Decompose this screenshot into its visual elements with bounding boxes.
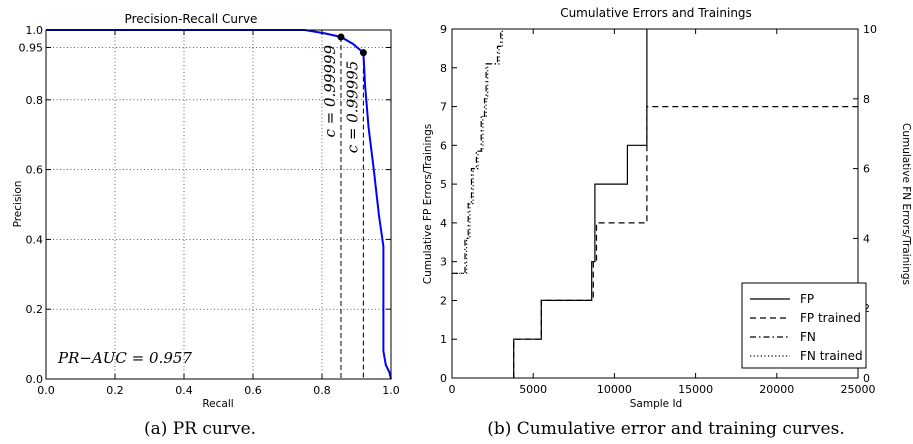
pr-threshold-marker bbox=[337, 33, 345, 41]
cumulative-left-y-tick-label: 7 bbox=[440, 101, 447, 114]
pr-curve-line bbox=[46, 29, 392, 380]
pr-auc-annotation: PR−AUC = 0.957 bbox=[57, 349, 192, 367]
pr-x-axis-label: Recall bbox=[202, 398, 233, 410]
pr-y-tick-label: 0.4 bbox=[26, 233, 44, 246]
pr-chart-title: Precision-Recall Curve bbox=[125, 12, 258, 26]
cumulative-right-y-tick-label: 6 bbox=[863, 163, 870, 176]
pr-x-tick-label: 0.0 bbox=[37, 384, 55, 397]
pr-threshold-label: c = 0.99999 bbox=[321, 45, 339, 138]
cumulative-right-y-tick-label: 4 bbox=[863, 232, 870, 245]
cumulative-left-y-tick-label: 1 bbox=[440, 333, 447, 346]
pr-threshold-label: c = 0.99995 bbox=[343, 61, 361, 154]
pr-chart: Precision-Recall Curve c = 0.99999 c = 0.… bbox=[12, 12, 400, 439]
cumulative-left-y-tick-label: 9 bbox=[440, 23, 447, 36]
cumulative-x-axis-label: Sample Id bbox=[630, 398, 682, 410]
cumulative-x-tick-label: 0 bbox=[449, 383, 456, 396]
pr-x-tick-label: 0.8 bbox=[313, 384, 331, 397]
legend-box bbox=[741, 282, 867, 369]
legend: FP FP trained FN FN trained bbox=[741, 282, 867, 369]
series-line-fp bbox=[513, 29, 648, 378]
cumulative-left-y-axis-label: Cumulative FP Errors/Trainings bbox=[422, 124, 434, 284]
cumulative-x-tick-label: 5000 bbox=[519, 383, 547, 396]
cumulative-left-y-tick-label: 4 bbox=[440, 217, 447, 230]
cumulative-axes-frame bbox=[451, 28, 859, 379]
series-line-fp-trained bbox=[513, 106, 858, 378]
legend-label: FP trained bbox=[800, 311, 861, 325]
cumulative-left-y-tick-label: 8 bbox=[440, 62, 447, 75]
cumulative-ticks bbox=[451, 28, 859, 379]
pr-y-axis-label: Precision bbox=[12, 181, 24, 228]
pr-y-tick-label: 0.8 bbox=[26, 94, 44, 107]
cumulative-x-tick-label: 20000 bbox=[759, 383, 794, 396]
pr-y-tick-label: 0.6 bbox=[26, 164, 44, 177]
cumulative-chart: Cumulative Errors and Trainings 0 5000 100… bbox=[422, 6, 912, 439]
pr-threshold-markers: c = 0.99999 c = 0.99995 bbox=[321, 33, 367, 153]
cumulative-right-y-tick-label: 10 bbox=[863, 23, 877, 36]
cumulative-tick-labels: 0500010000150002000025000012345678902468… bbox=[440, 23, 877, 396]
cumulative-chart-caption: (b) Cumulative error and training curves… bbox=[487, 419, 844, 439]
pr-threshold-guides bbox=[340, 36, 364, 379]
pr-x-tick-label: 0.4 bbox=[175, 384, 193, 397]
cumulative-chart-title: Cumulative Errors and Trainings bbox=[560, 6, 752, 20]
legend-label: FN bbox=[800, 330, 816, 344]
cumulative-x-tick-label: 25000 bbox=[841, 383, 876, 396]
cumulative-right-y-axis-label: Cumulative FN Errors/Trainings bbox=[900, 123, 912, 285]
cumulative-x-tick-label: 15000 bbox=[678, 383, 713, 396]
cumulative-right-y-tick-label: 0 bbox=[863, 372, 870, 385]
pr-tick-labels: 0.0 0.2 0.4 0.6 0.8 1.0 0.0 0.2 0.4 0.6 0.8 0.95 1.0 bbox=[19, 24, 400, 397]
cumulative-left-y-tick-label: 2 bbox=[440, 294, 447, 307]
pr-x-tick-label: 0.2 bbox=[106, 384, 124, 397]
pr-y-tick-label: 1.0 bbox=[26, 24, 44, 37]
pr-grid bbox=[46, 30, 391, 379]
series-line-fn bbox=[452, 29, 502, 274]
legend-label: FN trained bbox=[800, 349, 863, 363]
pr-x-tick-label: 0.6 bbox=[244, 384, 262, 397]
cumulative-series-lines bbox=[452, 29, 858, 378]
cumulative-left-y-tick-label: 6 bbox=[440, 139, 447, 152]
pr-threshold-marker bbox=[359, 49, 367, 57]
pr-x-tick-label: 1.0 bbox=[382, 384, 400, 397]
pr-ticks bbox=[45, 29, 392, 380]
legend-entries: FP FP trained FN FN trained bbox=[750, 292, 863, 363]
pr-y-tick-label: 0.2 bbox=[26, 303, 44, 316]
cumulative-left-y-tick-label: 3 bbox=[440, 256, 447, 269]
pr-y-tick-label: 0.0 bbox=[26, 373, 44, 386]
pr-axes-frame bbox=[45, 29, 392, 380]
legend-label: FP bbox=[800, 292, 814, 306]
cumulative-left-y-tick-label: 0 bbox=[440, 372, 447, 385]
cumulative-left-y-tick-label: 5 bbox=[440, 178, 447, 191]
cumulative-right-y-tick-label: 8 bbox=[863, 93, 870, 106]
pr-chart-caption: (a) PR curve. bbox=[144, 419, 256, 439]
cumulative-x-tick-label: 10000 bbox=[597, 383, 632, 396]
series-line-fn-trained bbox=[452, 29, 503, 274]
pr-y-tick-label: 0.95 bbox=[19, 41, 44, 54]
